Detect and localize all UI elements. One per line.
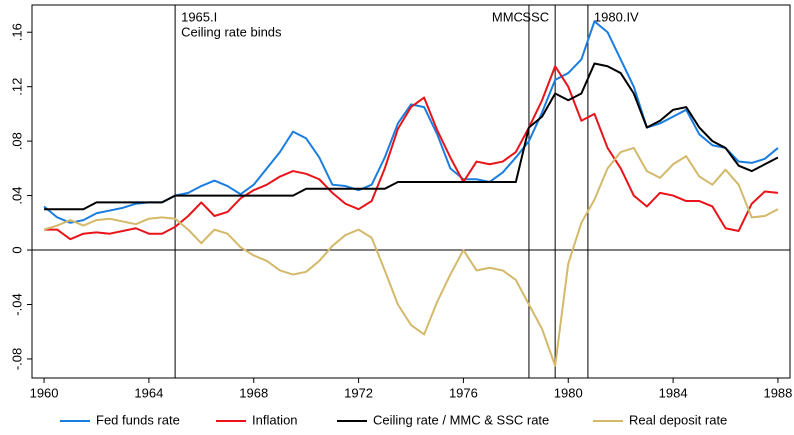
plot-frame — [31, 4, 791, 379]
y-tick-label: .04 — [9, 187, 24, 205]
y-tick-label: 0 — [9, 246, 24, 253]
x-tick-label: 1976 — [449, 385, 478, 400]
legend-label: Inflation — [252, 412, 298, 427]
x-tick-label: 1968 — [239, 385, 268, 400]
y-tick-label: .12 — [9, 78, 24, 96]
x-tick-label: 1988 — [763, 385, 792, 400]
legend-label: Fed funds rate — [96, 412, 180, 427]
y-tick-label: .08 — [9, 132, 24, 150]
annotation-label: SSC — [522, 9, 549, 24]
legend-label: Ceiling rate / MMC & SSC rate — [373, 412, 549, 427]
annotation-label: Ceiling rate binds — [181, 24, 282, 39]
y-tick-label: .16 — [9, 23, 24, 41]
x-tick-label: 1984 — [659, 385, 688, 400]
annotation-label: 1965.I — [181, 9, 217, 24]
x-tick-label: 1972 — [344, 385, 373, 400]
annotation-label: MMC — [492, 9, 523, 24]
series-line — [44, 62, 779, 211]
y-tick-label: -.04 — [9, 293, 24, 315]
x-tick-label: 1980 — [554, 385, 583, 400]
series-line — [43, 146, 779, 367]
series-line — [43, 20, 779, 224]
x-tick-label: 1960 — [30, 385, 59, 400]
y-tick-label: -.08 — [9, 348, 24, 370]
series-line — [44, 65, 779, 241]
x-tick-label: 1964 — [134, 385, 163, 400]
annotation-label: 1980.IV — [594, 9, 639, 24]
legend-label: Real deposit rate — [629, 412, 727, 427]
